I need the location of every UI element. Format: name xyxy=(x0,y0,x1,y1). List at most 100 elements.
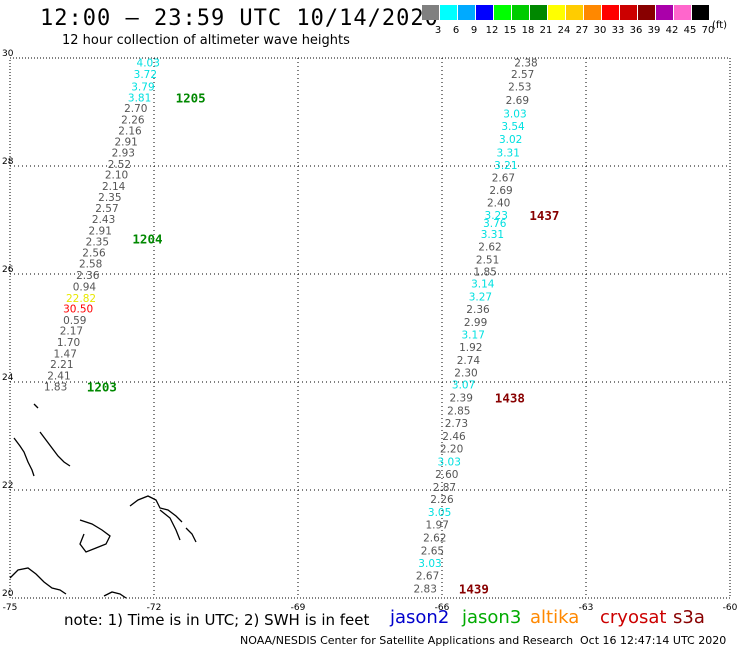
west-track-value: 2.70 xyxy=(124,103,147,115)
latitude-tick-label: 20 xyxy=(2,589,14,599)
legend-label: 45 xyxy=(683,25,697,36)
latitude-tick-label: 24 xyxy=(2,373,14,383)
legend-swatch xyxy=(674,5,691,20)
legend-swatch xyxy=(494,5,511,20)
west-track-value: 3.72 xyxy=(134,69,157,81)
legend-swatch xyxy=(458,5,475,20)
east-track-value: 2.99 xyxy=(464,317,487,329)
east-track-value: 2.36 xyxy=(466,304,490,316)
west-track-value: 2.35 xyxy=(86,237,109,249)
east-track-value: 3.07 xyxy=(452,380,475,392)
legend-label: 3 xyxy=(434,25,442,36)
satellite-s3a: s3a xyxy=(673,607,705,628)
west-track-value: 22.82 xyxy=(66,293,96,305)
coastline xyxy=(159,509,181,541)
longitude-tick-label: -72 xyxy=(147,603,162,613)
west-track-value: 2.43 xyxy=(92,214,115,226)
legend-swatch xyxy=(530,5,547,20)
latitude-tick-label: 26 xyxy=(2,265,14,275)
coastline xyxy=(33,403,39,409)
latitude-tick-label: 28 xyxy=(2,157,14,167)
legend-swatch xyxy=(512,5,529,20)
legend-label: 30 xyxy=(593,25,607,36)
coastline xyxy=(39,431,71,467)
east-track-value: 2.20 xyxy=(440,443,463,455)
legend-swatch xyxy=(656,5,673,20)
coastline xyxy=(79,519,111,553)
generated-timestamp: Oct 16 12:47:14 UTC 2020 xyxy=(580,634,727,647)
east-track-value: 2.87 xyxy=(433,482,456,494)
east-track-value: 2.65 xyxy=(421,545,444,557)
east-track-value: 3.14 xyxy=(471,279,495,291)
east-track-value: 2.30 xyxy=(454,367,477,379)
east-track-value: 3.76 xyxy=(483,218,507,230)
legend-swatch xyxy=(638,5,655,20)
pass-time-label: 1204 xyxy=(132,231,162,246)
east-track-value: 2.38 xyxy=(514,57,537,69)
coastline xyxy=(9,567,67,595)
east-track-value: 3.03 xyxy=(438,456,461,468)
legend-label: 70 xyxy=(701,25,715,36)
west-track-value: 2.16 xyxy=(118,125,142,137)
west-track-value: 30.50 xyxy=(63,304,93,316)
east-track-value: 1.92 xyxy=(459,342,482,354)
west-track-value: 2.52 xyxy=(108,159,131,171)
east-track-value: 2.69 xyxy=(506,95,529,107)
east-track-value: 3.31 xyxy=(497,148,520,160)
legend-swatch xyxy=(620,5,637,20)
legend-swatch xyxy=(584,5,601,20)
longitude-tick-label: -60 xyxy=(723,603,738,613)
west-track-value: 4.03 xyxy=(137,57,160,69)
pass-time-label: 1203 xyxy=(87,379,117,394)
west-track-value: 2.58 xyxy=(79,259,102,271)
east-track-value: 3.17 xyxy=(462,329,485,341)
longitude-tick-label: -63 xyxy=(579,603,594,613)
west-track-value: 2.17 xyxy=(60,326,83,338)
west-track-value: 2.57 xyxy=(95,203,118,215)
east-track-value: 2.57 xyxy=(511,69,534,81)
west-track-value: 2.35 xyxy=(98,192,121,204)
east-track-value: 2.51 xyxy=(476,254,499,266)
legend-label: 24 xyxy=(557,25,571,36)
legend-label: 33 xyxy=(611,25,625,36)
west-track-value: 2.10 xyxy=(105,170,128,182)
legend-unit: (ft) xyxy=(712,20,728,31)
east-track-value: 3.31 xyxy=(481,229,504,241)
east-track-value: 3.54 xyxy=(501,121,525,133)
legend-swatch xyxy=(692,5,709,20)
west-track-value: 3.79 xyxy=(131,82,154,94)
coastline xyxy=(13,437,35,477)
legend-label: 42 xyxy=(665,25,679,36)
legend-label: 15 xyxy=(503,25,517,36)
coastline xyxy=(129,495,183,523)
west-track-value: 0.59 xyxy=(63,315,86,327)
east-track-value: 2.62 xyxy=(423,533,446,545)
west-track-value: 2.36 xyxy=(76,270,100,282)
east-track-value: 3.03 xyxy=(503,109,526,121)
page-subtitle: 12 hour collection of altimeter wave hei… xyxy=(62,33,350,48)
west-track-value: 0.94 xyxy=(73,281,97,293)
east-track-value: 2.39 xyxy=(450,393,473,405)
legend-swatch xyxy=(566,5,583,20)
east-track-value: 2.60 xyxy=(435,469,458,481)
latitude-tick-label: 22 xyxy=(2,481,13,491)
west-track-value: 2.91 xyxy=(114,137,137,149)
satellite-cryosat: cryosat xyxy=(600,607,667,628)
west-track-value: 2.14 xyxy=(102,181,126,193)
west-track-value: 2.93 xyxy=(112,148,135,160)
longitude-tick-label: -75 xyxy=(3,603,18,613)
credit-line: NOAA/NESDIS Center for Satellite Applica… xyxy=(240,634,574,647)
pass-time-label: 1437 xyxy=(529,208,559,223)
longitude-tick-label: -66 xyxy=(435,603,450,613)
east-track-value: 3.05 xyxy=(428,507,451,519)
east-track-value: 3.02 xyxy=(499,134,522,146)
west-track-value: 2.41 xyxy=(47,371,70,383)
legend-swatch xyxy=(440,5,457,20)
east-track-value: 2.74 xyxy=(457,355,481,367)
west-track-value: 1.47 xyxy=(54,348,77,360)
west-track-value: 3.81 xyxy=(128,92,151,104)
latitude-tick-label: 30 xyxy=(2,49,14,59)
legend-label: 6 xyxy=(452,25,460,36)
east-track-value: 2.73 xyxy=(445,418,468,430)
east-track-value: 3.21 xyxy=(494,160,517,172)
